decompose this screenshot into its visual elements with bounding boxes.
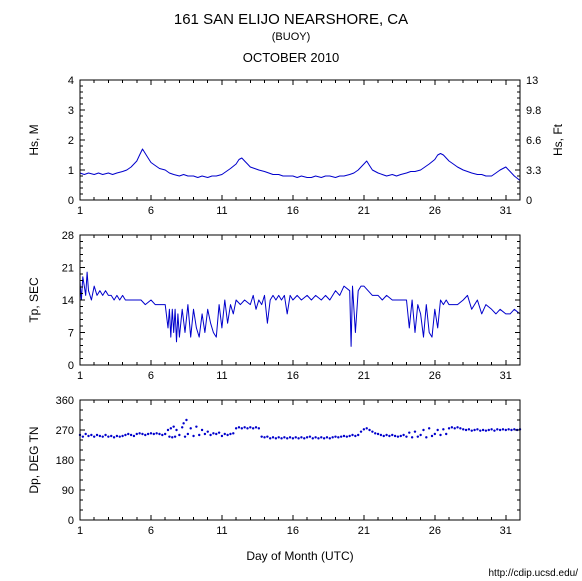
ylabel: Tp, SEC xyxy=(27,277,41,323)
ytick-label-right: 0 xyxy=(526,195,532,207)
xtick-label: 6 xyxy=(148,370,154,382)
tp-line xyxy=(80,272,520,346)
xtick-label: 6 xyxy=(148,205,154,217)
xtick-label: 6 xyxy=(148,525,154,537)
xtick-label: 16 xyxy=(287,525,299,537)
page-title: 161 SAN ELIJO NEARSHORE, CA xyxy=(174,11,408,28)
xtick-label: 16 xyxy=(287,370,299,382)
ytick-label: 1 xyxy=(68,165,74,177)
ytick-label-right: 13 xyxy=(526,75,538,87)
xtick-label: 21 xyxy=(358,525,370,537)
chart-container: { "title_main": "161 SAN ELIJO NEARSHORE… xyxy=(0,0,582,581)
ytick-label: 21 xyxy=(62,263,74,275)
ytick-label-right: 9.8 xyxy=(526,105,541,117)
ylabel: Hs, M xyxy=(27,124,41,155)
xtick-label: 1 xyxy=(77,370,83,382)
ytick-label: 0 xyxy=(68,360,74,372)
plot-frame xyxy=(80,80,520,200)
xtick-label: 1 xyxy=(77,205,83,217)
ylabel: Dp, DEG TN xyxy=(27,426,41,493)
ytick-label: 0 xyxy=(68,195,74,207)
ytick-label: 3 xyxy=(68,105,74,117)
ylabel-right: Hs, Ft xyxy=(551,123,565,156)
ytick-label: 0 xyxy=(68,515,74,527)
chart-period-title: OCTOBER 2010 xyxy=(243,50,340,65)
xtick-label: 31 xyxy=(500,370,512,382)
xlabel: Day of Month (UTC) xyxy=(246,549,353,563)
xtick-label: 16 xyxy=(287,205,299,217)
xtick-label: 21 xyxy=(358,370,370,382)
plot-frame xyxy=(80,235,520,365)
ytick-label: 4 xyxy=(68,75,74,87)
xtick-label: 26 xyxy=(429,205,441,217)
plot-frame xyxy=(80,400,520,520)
ytick-label: 180 xyxy=(56,455,74,467)
multi-panel-chart: 161 SAN ELIJO NEARSHORE, CA (BUOY) OCTOBER… xyxy=(0,0,582,581)
xtick-label: 21 xyxy=(358,205,370,217)
xtick-label: 1 xyxy=(77,525,83,537)
hs-line xyxy=(80,149,520,181)
xtick-label: 31 xyxy=(500,525,512,537)
ytick-label: 14 xyxy=(62,295,74,307)
ytick-label: 28 xyxy=(62,230,74,242)
xtick-label: 31 xyxy=(500,205,512,217)
xtick-label: 26 xyxy=(429,370,441,382)
xtick-label: 26 xyxy=(429,525,441,537)
ytick-label: 270 xyxy=(56,425,74,437)
ytick-label: 2 xyxy=(68,135,74,147)
ytick-label: 360 xyxy=(56,395,74,407)
xtick-label: 11 xyxy=(216,370,227,382)
dp-scatter xyxy=(79,419,521,440)
xtick-label: 11 xyxy=(216,525,227,537)
page-subtitle: (BUOY) xyxy=(272,31,311,43)
ytick-label: 90 xyxy=(62,485,74,497)
ytick-label-right: 6.6 xyxy=(526,135,541,147)
xtick-label: 11 xyxy=(216,205,227,217)
ytick-label-right: 3.3 xyxy=(526,165,541,177)
ytick-label: 7 xyxy=(68,328,74,340)
footer-url: http://cdip.ucsd.edu/ xyxy=(488,568,578,579)
